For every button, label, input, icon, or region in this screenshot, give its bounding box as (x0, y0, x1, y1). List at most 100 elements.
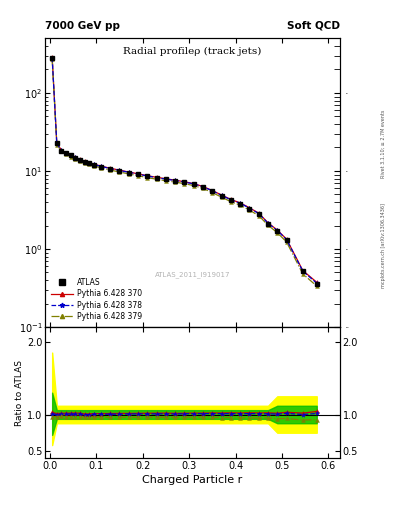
Line: ATLAS: ATLAS (50, 56, 319, 286)
ATLAS (73, 155, 78, 161)
Pythia 6.428 370 (275, 227, 280, 233)
Pythia 6.428 378 (210, 188, 215, 194)
Pythia 6.428 379 (55, 141, 59, 147)
Pythia 6.428 379 (173, 179, 178, 185)
Legend: ATLAS, Pythia 6.428 370, Pythia 6.428 378, Pythia 6.428 379: ATLAS, Pythia 6.428 370, Pythia 6.428 37… (49, 276, 144, 323)
Pythia 6.428 370 (108, 165, 112, 172)
Pythia 6.428 379 (301, 271, 305, 277)
Pythia 6.428 378 (219, 193, 224, 199)
ATLAS (284, 237, 289, 243)
ATLAS (145, 173, 150, 179)
ATLAS (173, 178, 178, 184)
Pythia 6.428 378 (145, 173, 150, 179)
Pythia 6.428 370 (68, 152, 73, 158)
ATLAS (228, 197, 233, 203)
Pythia 6.428 370 (201, 183, 206, 189)
Pythia 6.428 378 (301, 268, 305, 274)
Pythia 6.428 379 (266, 222, 270, 228)
ATLAS (59, 147, 64, 154)
Pythia 6.428 379 (108, 167, 112, 173)
X-axis label: Charged Particle r: Charged Particle r (142, 475, 243, 485)
ATLAS (201, 184, 206, 190)
Pythia 6.428 378 (117, 167, 122, 174)
Text: mcplots.cern.ch [arXiv:1306.3436]: mcplots.cern.ch [arXiv:1306.3436] (381, 203, 386, 288)
Pythia 6.428 379 (228, 199, 233, 205)
Pythia 6.428 379 (247, 207, 252, 213)
Pythia 6.428 370 (127, 169, 131, 175)
Text: Soft QCD: Soft QCD (287, 20, 340, 31)
Pythia 6.428 370 (210, 187, 215, 194)
Pythia 6.428 379 (191, 182, 196, 188)
Pythia 6.428 370 (247, 205, 252, 211)
Pythia 6.428 378 (92, 161, 96, 167)
ATLAS (78, 157, 83, 163)
Pythia 6.428 378 (73, 155, 78, 161)
Pythia 6.428 370 (59, 147, 64, 153)
Pythia 6.428 379 (219, 194, 224, 200)
Pythia 6.428 378 (50, 55, 55, 61)
Pythia 6.428 378 (191, 181, 196, 187)
ATLAS (266, 221, 270, 227)
Pythia 6.428 379 (238, 202, 242, 208)
Y-axis label: Ratio to ATLAS: Ratio to ATLAS (15, 359, 24, 425)
Pythia 6.428 379 (256, 212, 261, 219)
ATLAS (210, 188, 215, 195)
Pythia 6.428 370 (154, 174, 159, 180)
ATLAS (256, 211, 261, 217)
ATLAS (314, 281, 319, 287)
Pythia 6.428 370 (145, 173, 150, 179)
Pythia 6.428 378 (256, 210, 261, 217)
ATLAS (247, 205, 252, 211)
Pythia 6.428 370 (55, 140, 59, 146)
Pythia 6.428 378 (108, 165, 112, 172)
ATLAS (219, 193, 224, 199)
Pythia 6.428 378 (82, 159, 87, 165)
Pythia 6.428 370 (163, 176, 168, 182)
Pythia 6.428 378 (127, 169, 131, 175)
Pythia 6.428 378 (284, 237, 289, 243)
Pythia 6.428 379 (154, 176, 159, 182)
ATLAS (55, 140, 59, 146)
Pythia 6.428 370 (82, 158, 87, 164)
Pythia 6.428 379 (92, 163, 96, 169)
Pythia 6.428 379 (59, 148, 64, 155)
ATLAS (301, 268, 305, 274)
Text: 7000 GeV pp: 7000 GeV pp (45, 20, 120, 31)
Pythia 6.428 379 (127, 171, 131, 177)
ATLAS (82, 159, 87, 165)
Pythia 6.428 370 (314, 279, 319, 285)
Pythia 6.428 379 (145, 175, 150, 181)
Pythia 6.428 379 (78, 158, 83, 164)
Pythia 6.428 370 (301, 267, 305, 273)
ATLAS (92, 161, 96, 167)
Pythia 6.428 379 (136, 173, 140, 179)
ATLAS (238, 201, 242, 207)
Pythia 6.428 379 (99, 165, 103, 171)
Pythia 6.428 370 (173, 177, 178, 183)
Pythia 6.428 378 (201, 184, 206, 190)
Pythia 6.428 370 (136, 170, 140, 177)
Pythia 6.428 379 (87, 161, 92, 167)
Pythia 6.428 370 (87, 160, 92, 166)
Text: ATLAS_2011_I919017: ATLAS_2011_I919017 (155, 272, 230, 279)
Pythia 6.428 370 (78, 156, 83, 162)
ATLAS (108, 165, 112, 172)
Pythia 6.428 379 (314, 283, 319, 289)
Pythia 6.428 370 (238, 200, 242, 206)
Pythia 6.428 379 (284, 239, 289, 245)
ATLAS (87, 160, 92, 166)
Pythia 6.428 370 (117, 167, 122, 173)
Pythia 6.428 379 (73, 156, 78, 162)
Pythia 6.428 370 (284, 236, 289, 242)
Pythia 6.428 378 (182, 179, 187, 185)
Pythia 6.428 378 (154, 175, 159, 181)
Pythia 6.428 378 (136, 171, 140, 177)
Pythia 6.428 379 (50, 56, 55, 62)
ATLAS (50, 55, 55, 61)
Pythia 6.428 370 (256, 210, 261, 216)
ATLAS (163, 176, 168, 182)
Pythia 6.428 370 (182, 179, 187, 185)
Pythia 6.428 379 (117, 169, 122, 175)
Pythia 6.428 379 (182, 181, 187, 187)
Pythia 6.428 378 (314, 280, 319, 286)
